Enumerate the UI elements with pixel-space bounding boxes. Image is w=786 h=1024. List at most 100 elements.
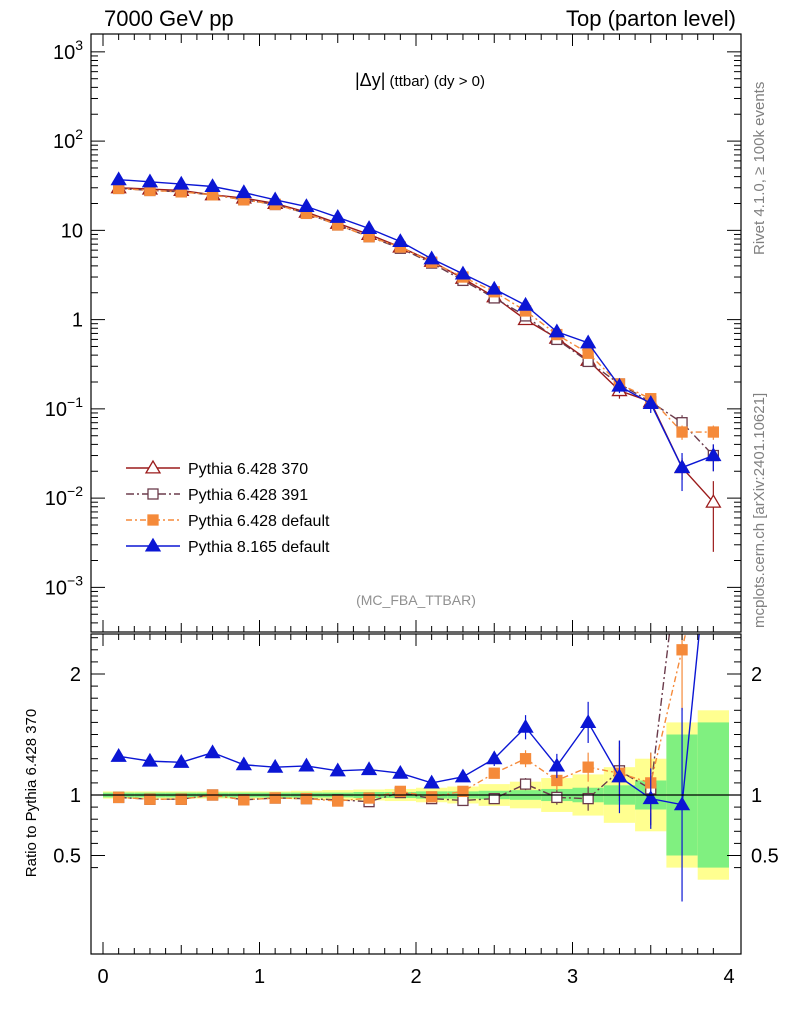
ratio-point	[519, 753, 532, 765]
data-point	[580, 334, 597, 349]
energy-label: 7000 GeV pp	[104, 6, 234, 31]
ratio-point	[488, 792, 500, 805]
ratio-point	[677, 524, 687, 534]
data-point	[235, 184, 252, 199]
legend: Pythia 6.428 370 Pythia 6.428 391 Pythia 6…	[126, 459, 330, 556]
ratio-y-tick-label: 1	[70, 785, 81, 807]
legend-label: Pythia 6.428 default	[188, 513, 330, 530]
plot-title: |Δy| (ttbar) (dy > 0)	[355, 70, 485, 90]
series-line-1	[118, 187, 714, 503]
legend-label: Pythia 6.428 370	[188, 461, 308, 478]
ratio-point	[673, 796, 691, 811]
main-plot-series	[110, 171, 722, 552]
x-tick-label: 1	[254, 966, 265, 988]
ratio-point	[141, 752, 159, 767]
ratio-point	[457, 785, 469, 798]
data-point	[298, 198, 315, 213]
ratio-point	[486, 750, 503, 765]
data-point	[611, 377, 628, 392]
data-point	[517, 296, 534, 311]
ratio-point	[423, 774, 440, 789]
data-point	[329, 209, 346, 223]
data-point	[707, 426, 719, 438]
ratio-point	[551, 791, 563, 804]
ratio-point	[519, 778, 532, 790]
series-line-4	[118, 178, 714, 469]
data-point	[582, 347, 594, 359]
ratio-y-tick-label-right: 1	[751, 785, 762, 807]
data-point	[454, 265, 472, 280]
data-point	[486, 280, 503, 295]
ratio-point	[110, 747, 127, 762]
ratio-point	[332, 795, 344, 807]
ratio-point	[113, 791, 125, 804]
ratio-point	[144, 793, 156, 805]
ratio-point	[392, 764, 409, 779]
ratio-point	[580, 714, 597, 728]
ratio-point	[269, 792, 281, 804]
legend-label: Pythia 8.165 default	[188, 539, 330, 556]
ratio-point	[582, 761, 594, 773]
ratio-point	[676, 644, 688, 656]
ratio-y-tick-label-right: 2	[751, 664, 762, 686]
ratio-point	[298, 757, 315, 772]
process-label: Top (parton level)	[566, 6, 736, 31]
analysis-label: (MC_FBA_TTBAR)	[356, 592, 476, 608]
data-point	[423, 250, 440, 265]
ratio-point	[360, 761, 378, 776]
data-point	[267, 191, 284, 206]
ratio-point	[517, 718, 534, 733]
x-tick-label: 0	[97, 966, 108, 988]
plot-title-sub: (ttbar) (dy > 0)	[385, 73, 485, 90]
y-tick-label: 102	[53, 126, 83, 153]
y-tick-label: 10−1	[45, 394, 83, 421]
ratio-point	[267, 758, 284, 773]
ratio-point	[238, 794, 250, 806]
ratio-line-1	[118, 634, 671, 803]
series-line-2	[118, 187, 714, 457]
legend-label: Pythia 6.428 391	[188, 487, 308, 504]
y-tick-label: 10−2	[45, 483, 83, 510]
legend-marker	[147, 514, 159, 526]
y-tick-label: 103	[53, 37, 83, 64]
data-point	[360, 220, 378, 235]
data-point	[110, 171, 127, 186]
ratio-point	[548, 757, 565, 772]
legend-marker	[144, 537, 162, 552]
ratio-point	[488, 767, 500, 779]
plot-title-main: |Δy|	[355, 70, 385, 90]
data-point	[705, 493, 722, 508]
ratio-y-tick-label: 0.5	[53, 846, 81, 868]
data-point	[392, 233, 409, 248]
ratio-y-tick-label: 2	[70, 664, 81, 686]
legend-marker	[144, 459, 162, 474]
ratio-point	[642, 790, 659, 805]
ratio-point	[173, 754, 190, 768]
ratio-point	[329, 762, 346, 777]
x-tick-label: 4	[723, 966, 734, 988]
ratio-point	[425, 791, 438, 803]
data-point	[173, 175, 190, 190]
data-point	[705, 447, 722, 462]
y-tick-label: 10−3	[45, 572, 83, 599]
ratio-point	[454, 768, 472, 783]
x-tick-label: 2	[410, 966, 421, 988]
data-point	[676, 426, 688, 438]
y-tick-label: 1	[72, 310, 83, 332]
data-point	[204, 178, 221, 193]
ratio-point	[582, 792, 594, 805]
ratio-point	[235, 756, 252, 771]
y-tick-label: 10	[61, 220, 83, 242]
ratio-y-tick-label-right: 0.5	[751, 846, 779, 868]
ratio-point	[394, 785, 407, 798]
data-point	[673, 459, 691, 474]
legend-marker	[147, 488, 159, 500]
data-point	[548, 323, 565, 338]
ratio-y-axis-label: Ratio to Pythia 6.428 370	[23, 709, 40, 877]
data-point	[642, 395, 659, 409]
ratio-point	[300, 792, 313, 805]
data-point	[141, 173, 159, 188]
ratio-point	[363, 792, 375, 804]
x-tick-label: 3	[567, 966, 578, 988]
